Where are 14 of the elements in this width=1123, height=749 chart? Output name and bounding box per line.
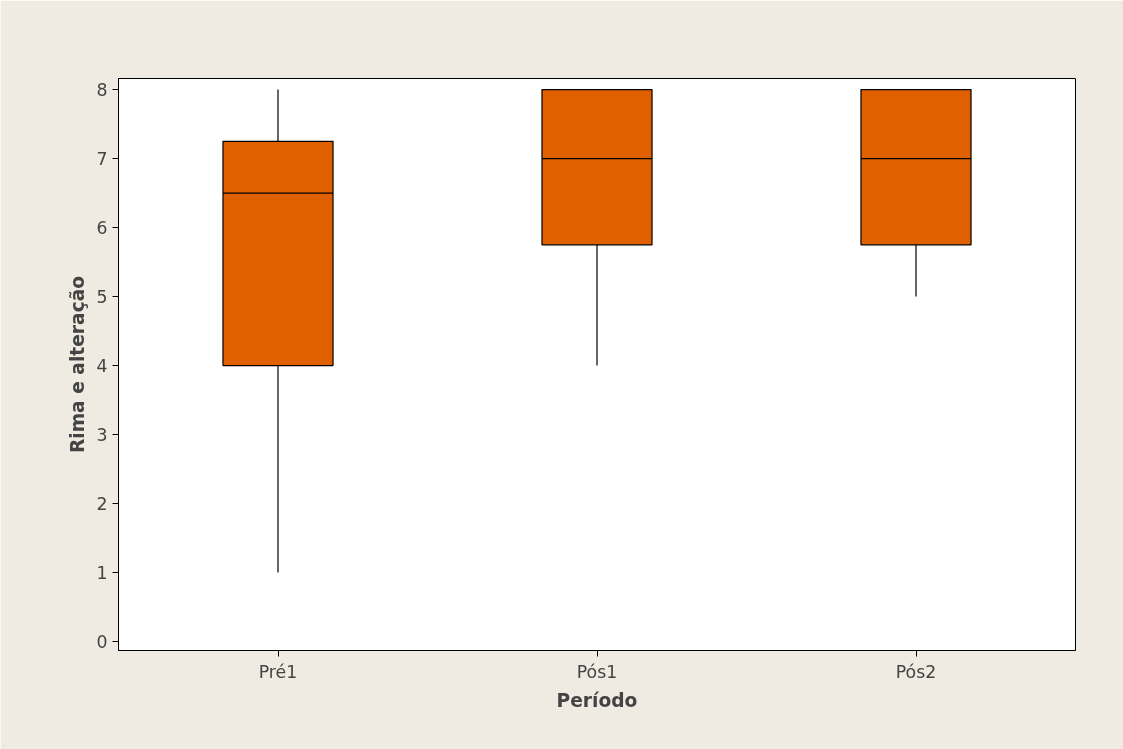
x-tick-label: Pós2: [895, 661, 937, 682]
y-tick-label: 3: [96, 425, 108, 446]
y-tick-label: 4: [96, 356, 108, 377]
y-axis-title: Rima e alteração: [67, 275, 89, 454]
y-tick-label: 1: [96, 563, 108, 584]
x-axis-title: Período: [556, 689, 638, 711]
y-tick-label: 6: [96, 218, 108, 239]
x-tick-label: Pré1: [258, 661, 298, 682]
y-tick-label: 2: [96, 494, 108, 515]
x-tick-label: Pós1: [576, 661, 618, 682]
y-tick-label: 7: [96, 149, 108, 170]
y-tick-label: 5: [96, 287, 108, 308]
y-tick-label: 8: [96, 80, 108, 101]
y-tick-label: 0: [96, 632, 108, 653]
